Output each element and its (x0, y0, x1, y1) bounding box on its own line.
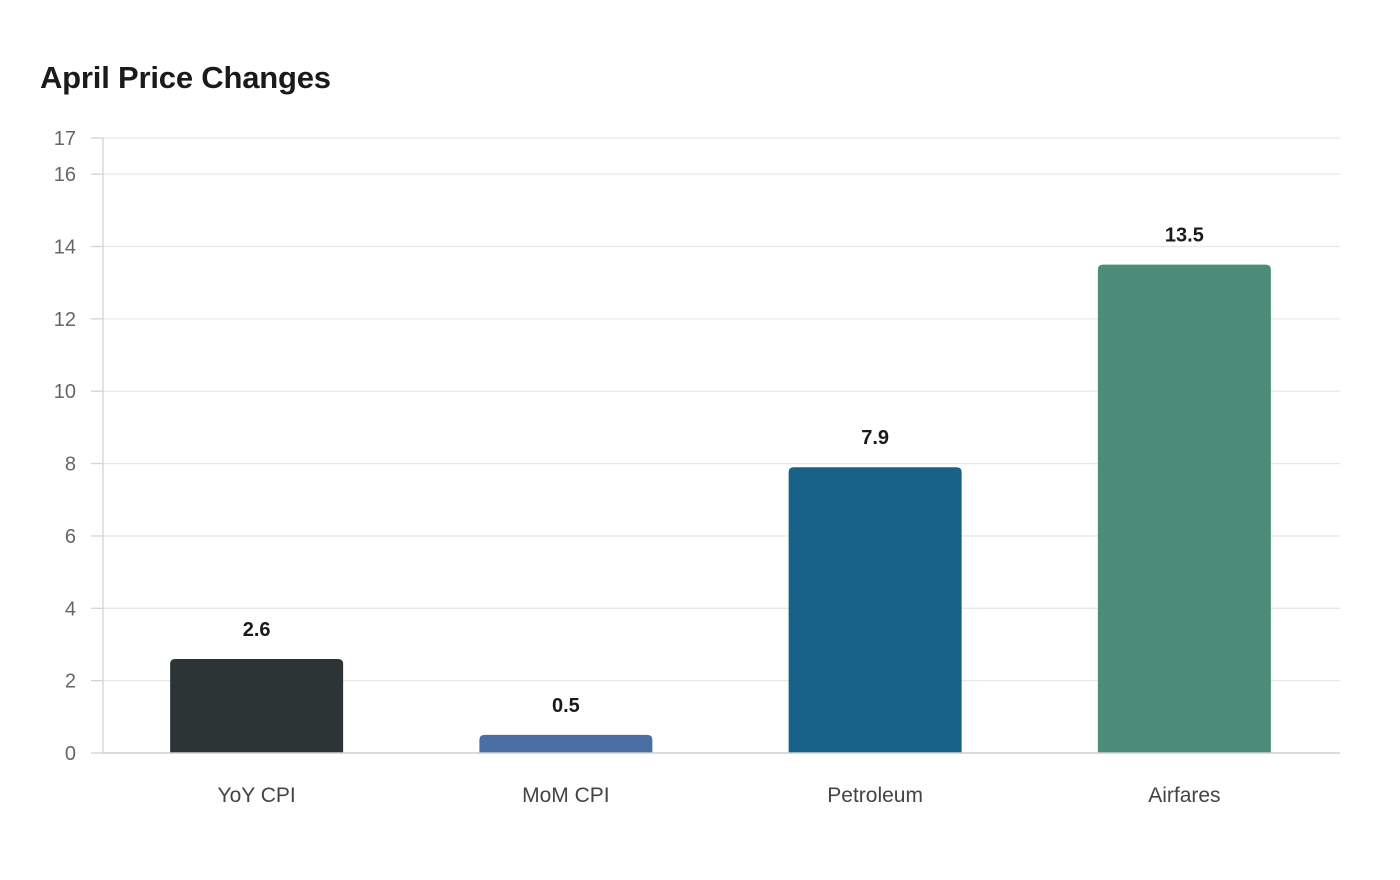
y-tick-label: 0 (65, 743, 76, 765)
chart-title: April Price Changes (40, 60, 331, 95)
y-tick-label: 16 (54, 164, 76, 186)
y-tick-label: 2 (65, 671, 76, 693)
y-tick-label: 4 (65, 598, 76, 620)
bars (170, 264, 1271, 753)
y-tick-label: 10 (54, 381, 76, 403)
bar-yoy-cpi (170, 658, 344, 753)
x-tick-label: Airfares (1148, 784, 1220, 807)
data-label: 0.5 (552, 695, 580, 717)
data-label: 2.6 (243, 619, 271, 641)
x-tick-label: MoM CPI (522, 784, 610, 807)
data-labels: 2.6 0.5 7.9 13.5 (243, 225, 1204, 717)
y-tick-label: 14 (54, 237, 76, 259)
y-tick-label: 17 (54, 128, 76, 150)
y-tick-label: 12 (54, 309, 76, 331)
bar-petroleum (788, 467, 962, 753)
bar-mom-cpi (479, 734, 653, 753)
y-axis-ticks: 0 2 4 6 8 10 12 14 16 17 (54, 128, 103, 765)
x-axis-ticks: YoY CPI MoM CPI Petroleum Airfares (218, 784, 1221, 807)
x-tick-label: YoY CPI (218, 784, 296, 807)
y-tick-label: 8 (65, 454, 76, 476)
x-tick-label: Petroleum (827, 784, 923, 807)
data-label: 7.9 (861, 427, 889, 449)
data-label: 13.5 (1165, 225, 1204, 247)
bar-airfares (1097, 264, 1271, 753)
y-tick-label: 6 (65, 526, 76, 548)
